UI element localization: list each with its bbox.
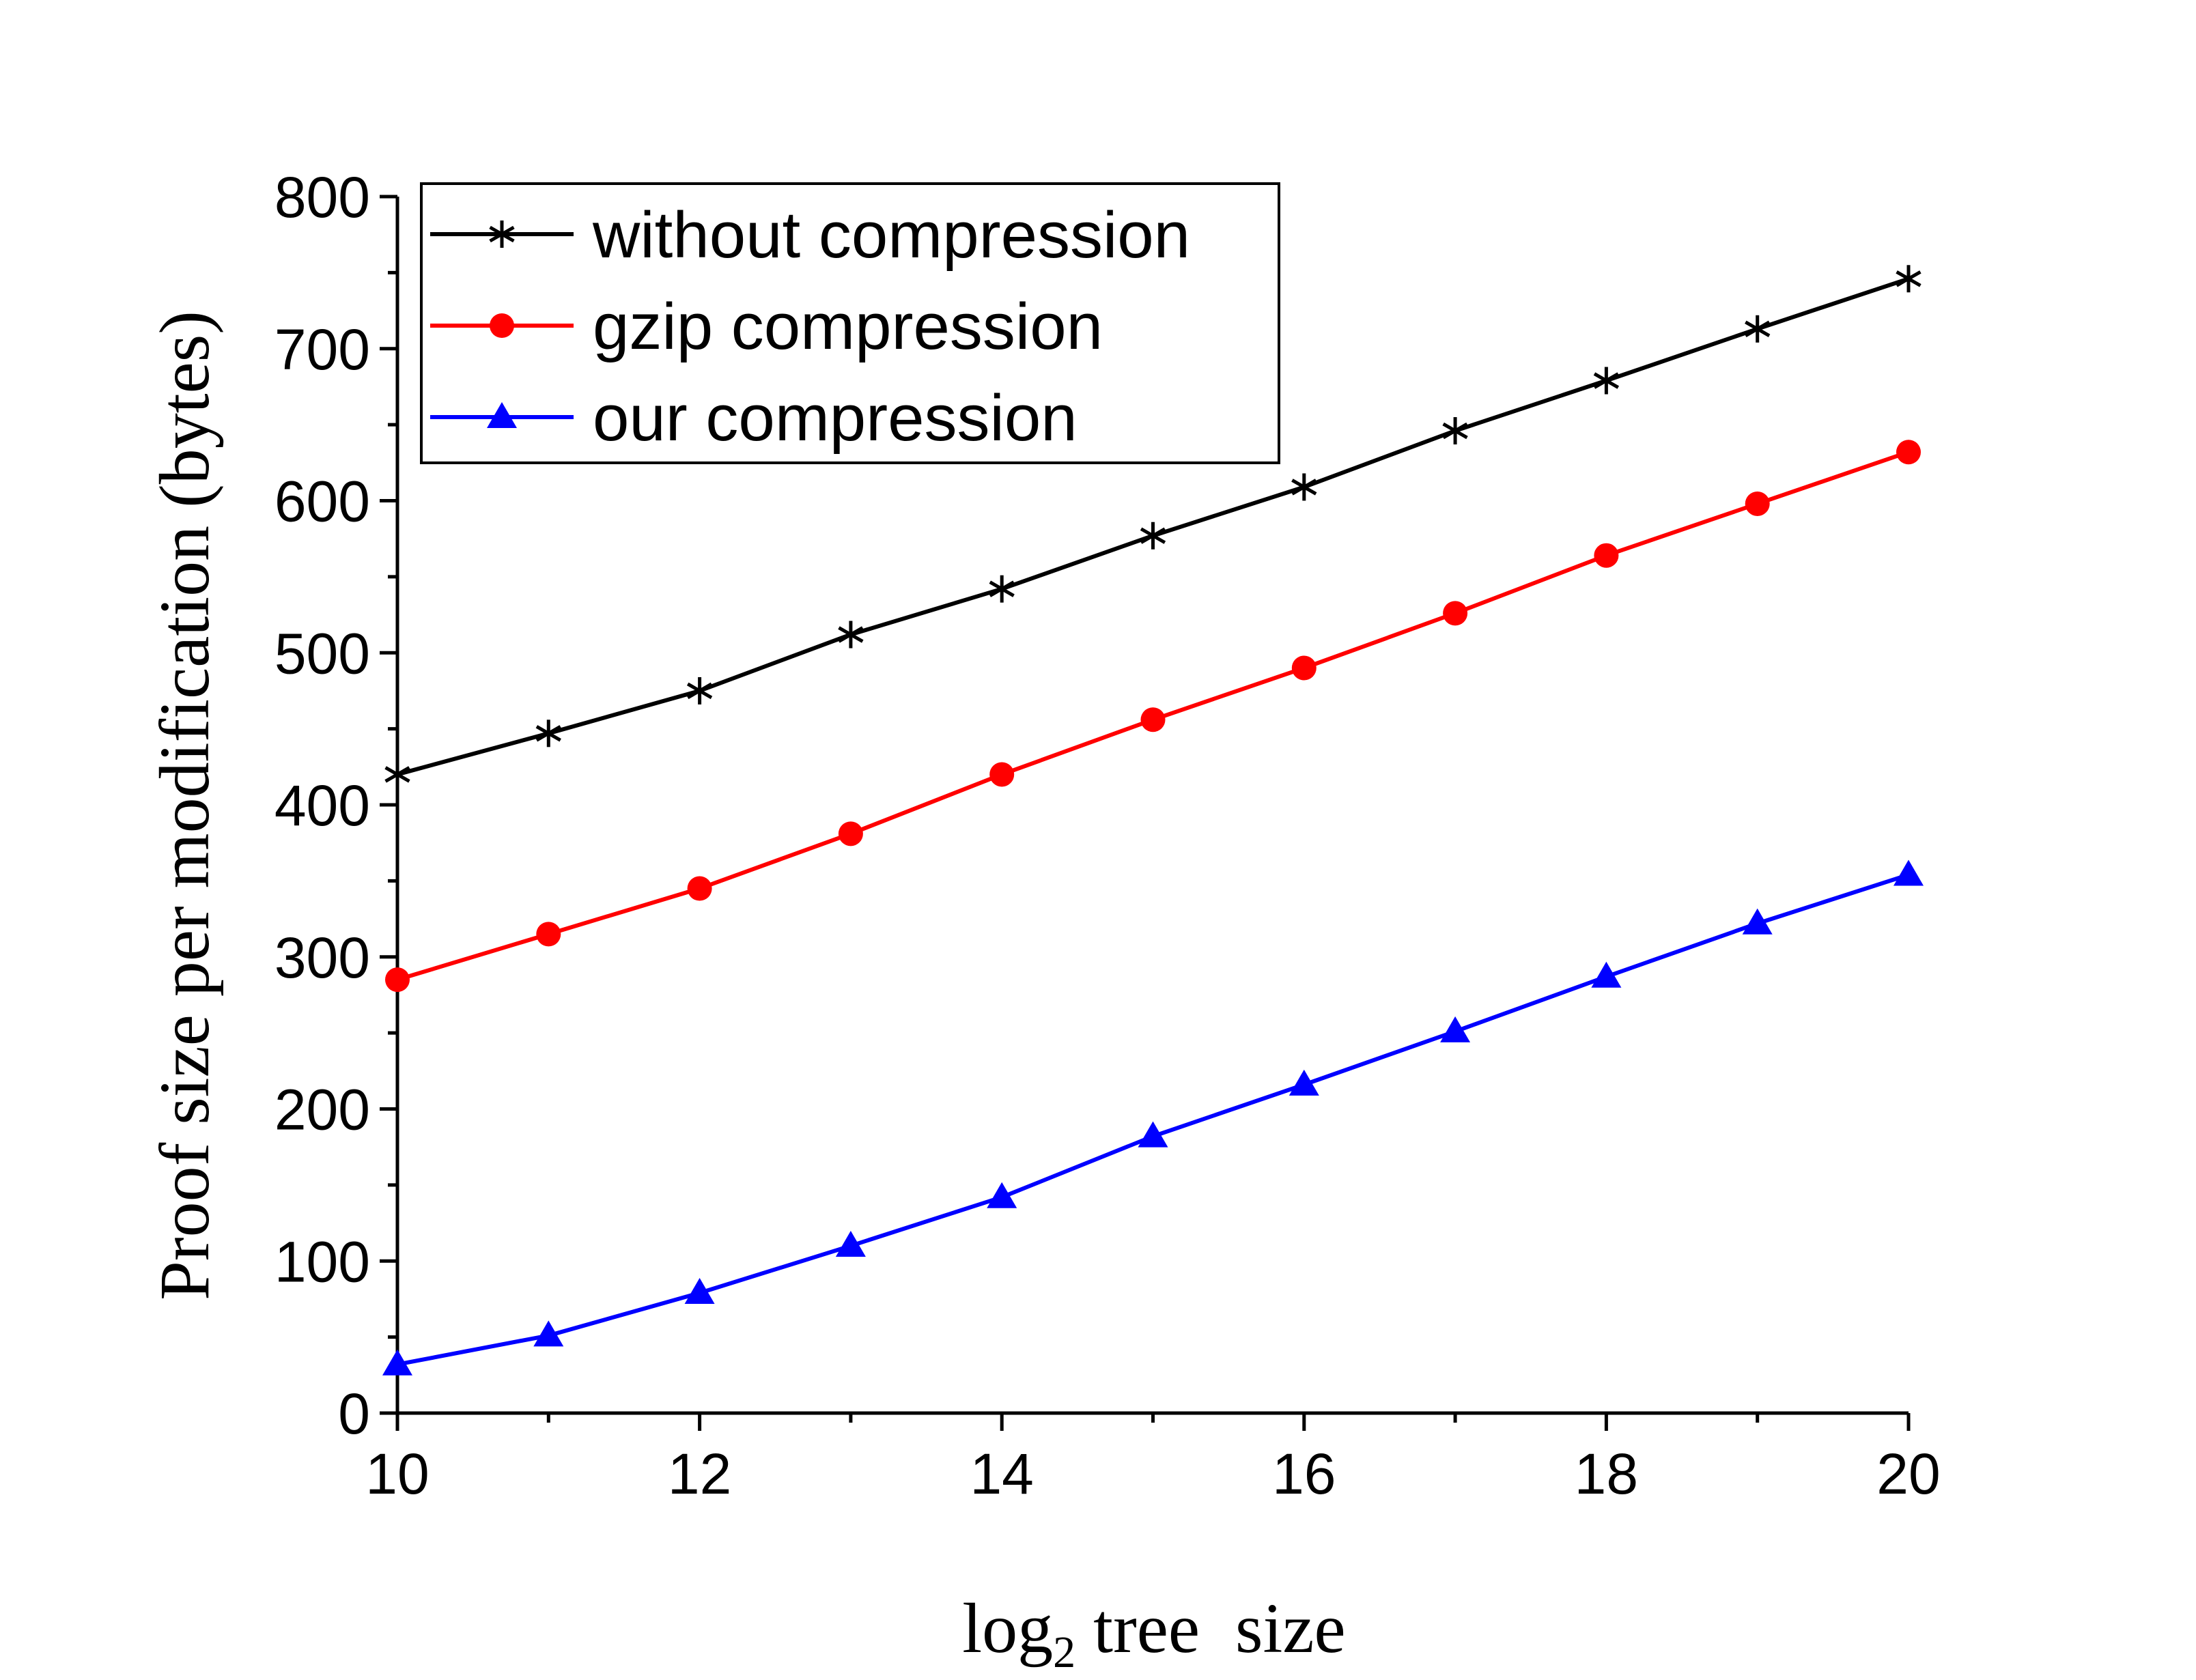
asterisk-stroke	[989, 580, 1015, 597]
asterisk-stroke	[1896, 270, 1922, 287]
legend-item: gzip compression	[430, 290, 1103, 363]
data-point-asterisk	[989, 575, 1015, 603]
data-point-triangle	[1138, 1121, 1168, 1148]
data-point-triangle	[835, 1230, 866, 1257]
x-tick-label: 16	[1272, 1442, 1336, 1506]
data-point-triangle	[684, 1278, 715, 1305]
x-axis-label: log2 tree size	[962, 1589, 1345, 1677]
data-point-triangle	[487, 402, 517, 428]
y-tick-label: 600	[274, 470, 370, 534]
data-point-circle	[1594, 543, 1619, 568]
x-tick-label: 20	[1876, 1442, 1940, 1506]
legend-item: without compression	[430, 199, 1190, 272]
data-point-circle	[1896, 440, 1921, 465]
legend: without compression gzip compression our c…	[420, 182, 1280, 464]
x-axis-label-rest: tree size	[1075, 1589, 1346, 1668]
y-tick-label: 100	[274, 1229, 370, 1294]
data-point-asterisk	[489, 220, 515, 248]
asterisk-stroke	[1442, 422, 1468, 440]
series-2	[382, 859, 1924, 1376]
data-point-asterisk	[838, 621, 864, 649]
data-point-circle	[989, 762, 1015, 787]
data-point-circle	[1443, 601, 1468, 626]
asterisk-stroke	[489, 225, 515, 243]
data-point-triangle	[1591, 961, 1622, 988]
data-point-triangle	[1289, 1069, 1319, 1096]
y-tick-label: 300	[274, 926, 370, 990]
data-point-asterisk	[686, 677, 713, 704]
data-point-asterisk	[1442, 417, 1468, 445]
y-tick-label: 500	[274, 621, 370, 685]
data-point-asterisk	[535, 720, 561, 748]
y-tick-label: 0	[338, 1382, 370, 1446]
y-tick-label: 400	[274, 773, 370, 838]
data-point-circle	[1745, 491, 1770, 516]
data-point-circle	[838, 821, 863, 846]
asterisk-stroke	[384, 766, 410, 783]
data-point-triangle	[1440, 1016, 1471, 1042]
data-point-asterisk	[384, 760, 410, 788]
data-point-circle	[385, 967, 410, 993]
data-point-triangle	[1742, 908, 1773, 935]
asterisk-stroke	[838, 626, 864, 643]
series-line	[397, 872, 1909, 1367]
legend-label: our compression	[593, 382, 1078, 455]
y-axis-label: Proof size per modification (bytes)	[145, 311, 224, 1300]
asterisk-stroke	[1291, 479, 1317, 496]
x-tick-label: 10	[365, 1442, 429, 1506]
series-0	[384, 265, 1922, 788]
x-axis-label-subscript: 2	[1053, 1627, 1075, 1677]
data-point-circle	[687, 876, 712, 901]
data-point-circle	[490, 313, 514, 338]
y-tick-label: 800	[274, 165, 370, 229]
y-tick-label: 700	[274, 317, 370, 382]
x-axis-label-main: log	[962, 1589, 1053, 1668]
x-tick-label: 18	[1575, 1442, 1638, 1506]
asterisk-stroke	[686, 682, 713, 700]
data-point-triangle	[1894, 859, 1924, 886]
asterisk-stroke	[1140, 527, 1166, 544]
data-point-triangle	[533, 1320, 564, 1347]
data-point-circle	[1291, 655, 1317, 681]
legend-label: without compression	[592, 199, 1190, 272]
series-group	[382, 265, 1924, 1376]
data-point-asterisk	[1896, 265, 1922, 293]
legend-item: our compression	[430, 382, 1078, 455]
x-tick-label: 14	[970, 1442, 1033, 1506]
data-point-asterisk	[1593, 367, 1620, 395]
asterisk-stroke	[535, 725, 561, 742]
data-point-triangle	[382, 1349, 412, 1376]
data-point-circle	[1140, 707, 1166, 732]
data-point-asterisk	[1291, 473, 1317, 501]
data-point-asterisk	[1140, 522, 1166, 550]
asterisk-stroke	[1593, 372, 1620, 389]
data-point-triangle	[987, 1182, 1017, 1208]
data-point-circle	[536, 922, 561, 947]
x-tick-label: 12	[668, 1442, 731, 1506]
data-point-asterisk	[1745, 315, 1771, 343]
y-tick-label: 200	[274, 1078, 370, 1142]
asterisk-stroke	[1745, 320, 1771, 337]
series-1	[385, 440, 1921, 993]
legend-label: gzip compression	[593, 290, 1103, 363]
